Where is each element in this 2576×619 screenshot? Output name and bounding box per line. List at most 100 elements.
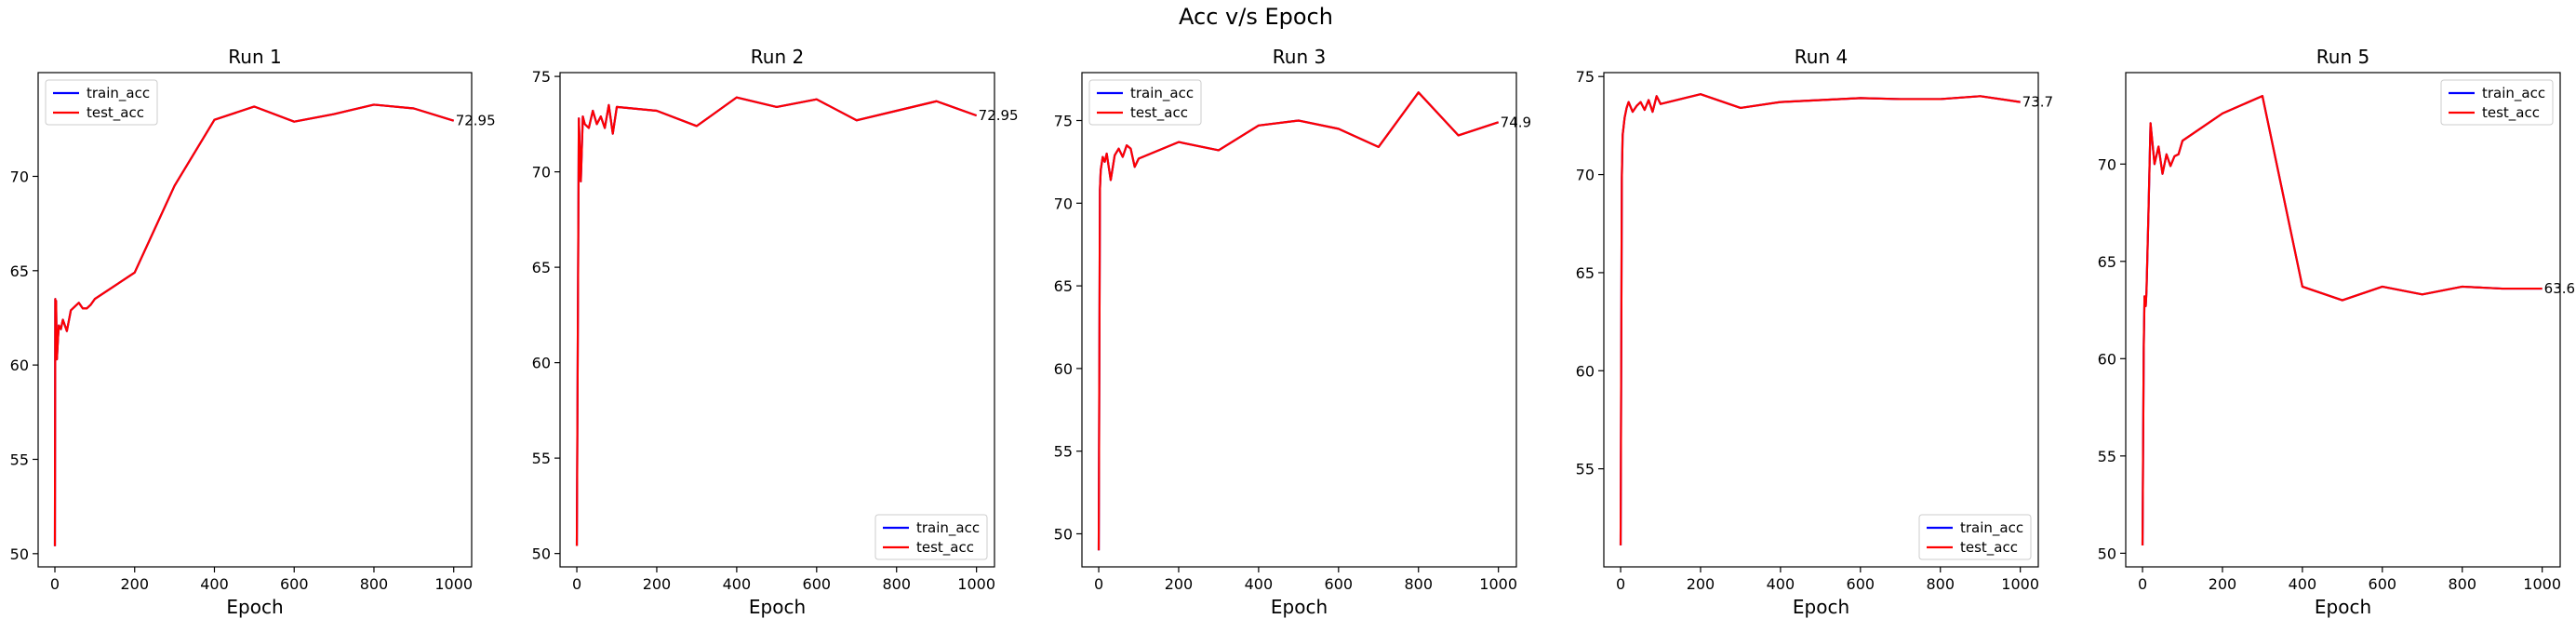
- final-value-label: 63.6: [2544, 280, 2575, 297]
- y-tick-label: 55: [1054, 443, 1073, 461]
- y-tick-label: 60: [1576, 362, 1595, 380]
- subplot-run-1: Run 1 0 200 400 600 800 1000 50 55 60 65 70 Epoch 72.…: [10, 46, 496, 618]
- x-tick-label: 800: [2448, 575, 2476, 593]
- series-line-test-acc: [53, 103, 455, 546]
- x-tick-label: 200: [2209, 575, 2237, 593]
- final-value-label: 74.9: [1501, 114, 1531, 130]
- subplot-run-4: Run 4 0 200 400 600 800 1000 55 60 65 70 75 Epoch 73.…: [1576, 46, 2053, 618]
- subplot-run-3: Run 3 0 200 400 600 800 1000 50 55 60 65 70 75 Epoch 7…: [1054, 46, 1531, 618]
- axes-frame: [2125, 72, 2561, 568]
- x-tick-label: 800: [360, 575, 389, 593]
- legend: train_acc test_acc: [45, 79, 158, 126]
- figure-title: Acc v/s Epoch: [1179, 4, 1333, 30]
- x-tick-label: 600: [1325, 575, 1354, 593]
- y-tick-label: 70: [1576, 167, 1595, 184]
- final-value-label: 73.7: [2022, 94, 2053, 111]
- x-tick-label: 800: [1926, 575, 1955, 593]
- legend: train_acc test_acc: [1088, 79, 1202, 126]
- x-tick-label: 200: [1687, 575, 1715, 593]
- axes-frame: [1081, 72, 1517, 568]
- final-value-label: 72.95: [979, 107, 1019, 124]
- x-tick-label: 1000: [957, 575, 995, 593]
- legend-label: test_acc: [2482, 104, 2540, 122]
- axes-frame: [37, 72, 473, 568]
- x-tick-label: 1000: [434, 575, 473, 593]
- y-tick-label: 60: [1054, 360, 1073, 378]
- subplot-title: Run 4: [1795, 46, 1848, 68]
- x-tick-label: 200: [120, 575, 149, 593]
- y-tick-label: 60: [10, 357, 29, 374]
- x-tick-label: 600: [1847, 575, 1875, 593]
- final-value-label: 72.95: [456, 113, 496, 129]
- y-tick-label: 60: [532, 355, 551, 372]
- x-tick-label: 400: [2289, 575, 2317, 593]
- legend-label: test_acc: [916, 539, 974, 557]
- x-axis-label: Epoch: [226, 596, 283, 618]
- x-tick-label: 400: [723, 575, 752, 593]
- legend-label: test_acc: [1960, 539, 2018, 557]
- subplot-title: Run 1: [228, 46, 281, 68]
- y-tick-label: 70: [532, 164, 551, 182]
- legend: train_acc test_acc: [1918, 514, 2032, 560]
- x-tick-label: 600: [2369, 575, 2397, 593]
- x-axis-label: Epoch: [1271, 596, 1328, 618]
- x-tick-label: 0: [2138, 575, 2147, 593]
- x-tick-label: 0: [1616, 575, 1625, 593]
- x-tick-label: 1000: [2523, 575, 2561, 593]
- subplots: Run 10 200 400 600 800 10005055606570Epoch72.…: [10, 46, 2575, 618]
- y-tick-label: 70: [1054, 195, 1073, 212]
- x-tick-label: 200: [1165, 575, 1194, 593]
- y-tick-label: 50: [1054, 525, 1073, 543]
- x-tick-label: 400: [1245, 575, 1274, 593]
- legend: train_acc test_acc: [874, 514, 988, 560]
- x-tick-label: 600: [803, 575, 832, 593]
- legend-label: train_acc: [2482, 85, 2545, 102]
- y-tick-label: 75: [1054, 113, 1073, 130]
- x-tick-label: 600: [280, 575, 309, 593]
- subplot-run-5: Run 5 0 200 400 600 800 1000 50 55 60 65 70 Epoch 63.…: [2098, 46, 2575, 618]
- y-tick-label: 65: [10, 262, 29, 280]
- series-line-test-acc: [1619, 93, 2021, 545]
- x-tick-label: 400: [200, 575, 229, 593]
- x-axis-label: Epoch: [1793, 596, 1849, 618]
- y-tick-label: 65: [2098, 253, 2116, 271]
- legend-label: train_acc: [1960, 519, 2023, 537]
- x-tick-label: 800: [1404, 575, 1433, 593]
- y-tick-label: 70: [10, 168, 29, 185]
- y-tick-label: 50: [10, 545, 29, 563]
- subplot-run-2: Run 2 0 200 400 600 800 1000 50 55 60 65 70 75 Epoch 7…: [532, 46, 1019, 618]
- subplot-title: Run 2: [751, 46, 804, 68]
- y-tick-label: 55: [1576, 461, 1595, 478]
- legend: train_acc test_acc: [2440, 79, 2554, 126]
- y-tick-label: 55: [2098, 448, 2116, 465]
- x-tick-label: 400: [1767, 575, 1795, 593]
- x-tick-label: 0: [1094, 575, 1103, 593]
- y-tick-label: 55: [10, 451, 29, 468]
- legend-label: train_acc: [87, 85, 150, 102]
- legend-label: train_acc: [1130, 85, 1194, 102]
- y-tick-label: 50: [2098, 545, 2116, 562]
- x-axis-label: Epoch: [2315, 596, 2371, 618]
- y-tick-label: 75: [1576, 68, 1595, 86]
- y-tick-label: 60: [2098, 350, 2116, 368]
- subplot-title: Run 3: [1273, 46, 1326, 68]
- y-tick-label: 75: [532, 68, 551, 86]
- series-line-test-acc: [575, 96, 978, 546]
- x-tick-label: 1000: [1479, 575, 1517, 593]
- x-axis-label: Epoch: [749, 596, 806, 618]
- y-tick-label: 70: [2098, 155, 2116, 173]
- x-tick-label: 800: [882, 575, 911, 593]
- x-tick-label: 1000: [2001, 575, 2039, 593]
- y-tick-label: 55: [532, 450, 551, 467]
- y-tick-label: 65: [1576, 264, 1595, 282]
- y-tick-label: 50: [532, 545, 551, 563]
- y-tick-label: 65: [1054, 277, 1073, 295]
- x-tick-label: 0: [572, 575, 581, 593]
- legend-label: test_acc: [87, 104, 144, 122]
- axes-frame: [1603, 72, 2039, 568]
- legend-label: test_acc: [1130, 104, 1188, 122]
- axes-frame: [559, 72, 995, 568]
- x-tick-label: 200: [643, 575, 672, 593]
